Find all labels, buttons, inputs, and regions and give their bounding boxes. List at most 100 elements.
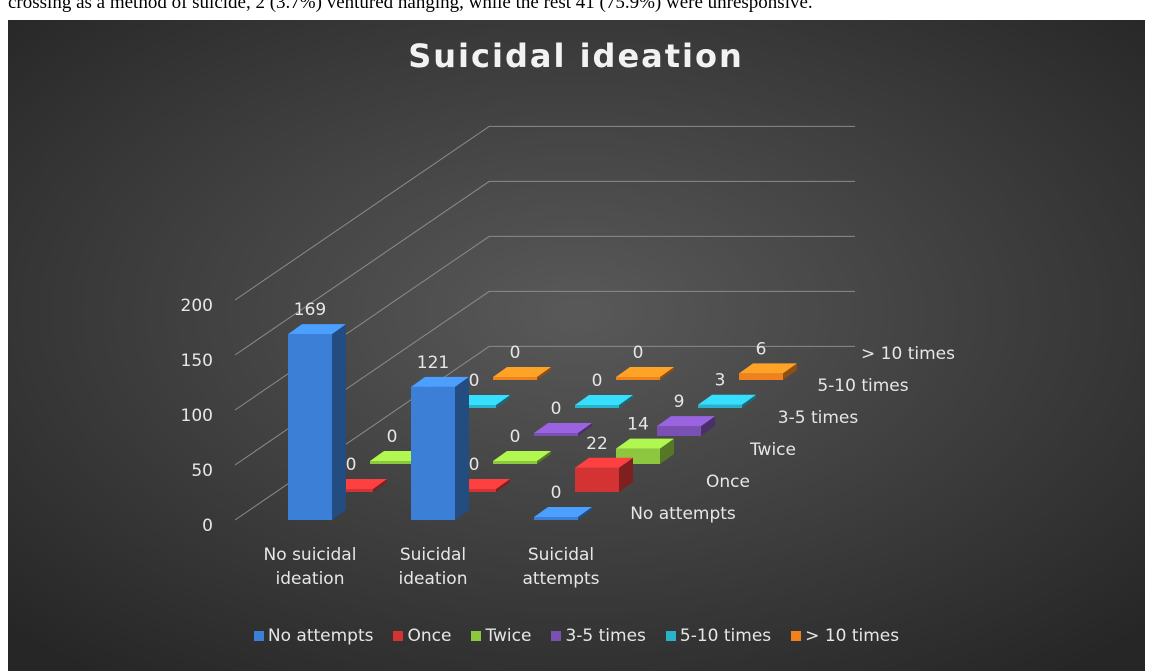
bar-front xyxy=(657,426,701,436)
bar-top xyxy=(575,457,633,468)
legend-swatch xyxy=(665,631,676,641)
legend-item: Once xyxy=(393,626,451,646)
value-label: 9 xyxy=(674,392,685,412)
series-label: 3-5 times xyxy=(778,408,859,428)
legend-label: > 10 times xyxy=(805,626,900,646)
bar-side xyxy=(537,451,551,464)
y-tick-label: 0 xyxy=(202,516,213,536)
bar-side xyxy=(332,324,346,520)
bar-front xyxy=(493,461,537,464)
bar xyxy=(411,376,469,520)
legend-item: No attempts xyxy=(253,626,373,646)
bar-front xyxy=(411,386,455,520)
bar-side xyxy=(496,479,510,492)
legend-item: Twice xyxy=(471,626,531,646)
bar xyxy=(739,363,797,380)
legend-label: Once xyxy=(407,626,452,646)
bar-side xyxy=(537,367,551,380)
bar xyxy=(534,423,592,436)
value-label: 6 xyxy=(756,339,767,359)
bar-front xyxy=(329,489,373,492)
bar-front xyxy=(452,489,496,492)
bar xyxy=(575,395,633,408)
bar-top xyxy=(616,367,674,377)
bar-top xyxy=(411,376,469,387)
value-label: 14 xyxy=(627,415,649,435)
bar-side xyxy=(660,367,674,380)
value-label: 121 xyxy=(417,353,449,373)
bar-side xyxy=(578,423,592,436)
bar-front xyxy=(534,517,578,520)
bar-front xyxy=(288,334,332,520)
bar-side xyxy=(701,416,715,436)
bar-top xyxy=(534,507,592,517)
bar-front xyxy=(575,467,619,492)
bar-top xyxy=(575,395,633,405)
legend-swatch xyxy=(253,631,264,641)
bar-top xyxy=(698,394,756,405)
bar-side xyxy=(619,457,633,492)
legend-item: 3-5 times xyxy=(551,626,646,646)
series-label: No attempts xyxy=(630,504,736,524)
value-label: 0 xyxy=(469,371,480,391)
bar xyxy=(534,507,592,520)
bar-front xyxy=(534,433,578,436)
legend-label: Twice xyxy=(485,626,532,646)
bar xyxy=(657,416,715,436)
bar-front xyxy=(698,404,742,408)
grid-line xyxy=(234,125,855,301)
value-label: 0 xyxy=(592,371,603,391)
value-label: 22 xyxy=(586,434,608,454)
legend-label: 3-5 times xyxy=(565,626,646,646)
bar xyxy=(288,324,346,520)
bar-front xyxy=(616,377,660,380)
x-tick-label: No suicidal ideation xyxy=(263,545,357,589)
bar-side xyxy=(619,395,633,408)
grid-line xyxy=(234,180,855,356)
series-label: 5-10 times xyxy=(817,376,908,396)
series-label: Once xyxy=(706,472,750,492)
bar-top xyxy=(493,451,551,461)
legend-label: 5-10 times xyxy=(679,626,772,646)
bar-side xyxy=(578,507,592,520)
series-label: > 10 times xyxy=(861,344,955,364)
bar xyxy=(616,367,674,380)
bar-front xyxy=(370,461,414,464)
document-text: crossing as a method of suicide, 2 (3.7%… xyxy=(8,0,813,13)
legend-item: 5-10 times xyxy=(665,626,772,646)
legend-swatch xyxy=(471,631,482,641)
value-label: 3 xyxy=(715,371,726,391)
bar xyxy=(493,451,551,464)
legend: No attempts Once Twice 3-5 times 5-10 times >… xyxy=(8,626,1145,646)
y-tick-label: 100 xyxy=(181,406,213,426)
bar-top xyxy=(493,367,551,377)
series-label: Twice xyxy=(749,440,796,460)
value-label: 0 xyxy=(633,343,644,363)
value-label: 0 xyxy=(469,455,480,475)
value-label: 169 xyxy=(294,300,326,320)
bar-side xyxy=(742,394,756,408)
value-label: 0 xyxy=(387,427,398,447)
legend-swatch xyxy=(551,631,562,641)
bar-top xyxy=(657,416,715,427)
bar xyxy=(493,367,551,380)
value-label: 0 xyxy=(510,427,521,447)
bar-side xyxy=(496,395,510,408)
y-tick-label: 150 xyxy=(181,351,213,371)
bar-front xyxy=(739,373,783,380)
value-label: 0 xyxy=(551,483,562,503)
value-label: 0 xyxy=(346,455,357,475)
bar-side xyxy=(455,376,469,520)
chart-title: Suicidal ideation xyxy=(408,37,744,75)
legend-swatch xyxy=(791,631,802,641)
legend-item: > 10 times xyxy=(791,626,899,646)
bar-side xyxy=(783,363,797,380)
x-tick-label: Suicidal ideation xyxy=(398,545,468,589)
bar-top xyxy=(534,423,592,433)
bar-front xyxy=(452,405,496,408)
bar-side xyxy=(373,479,387,492)
chart-background xyxy=(8,20,1145,671)
y-tick-label: 50 xyxy=(191,461,213,481)
